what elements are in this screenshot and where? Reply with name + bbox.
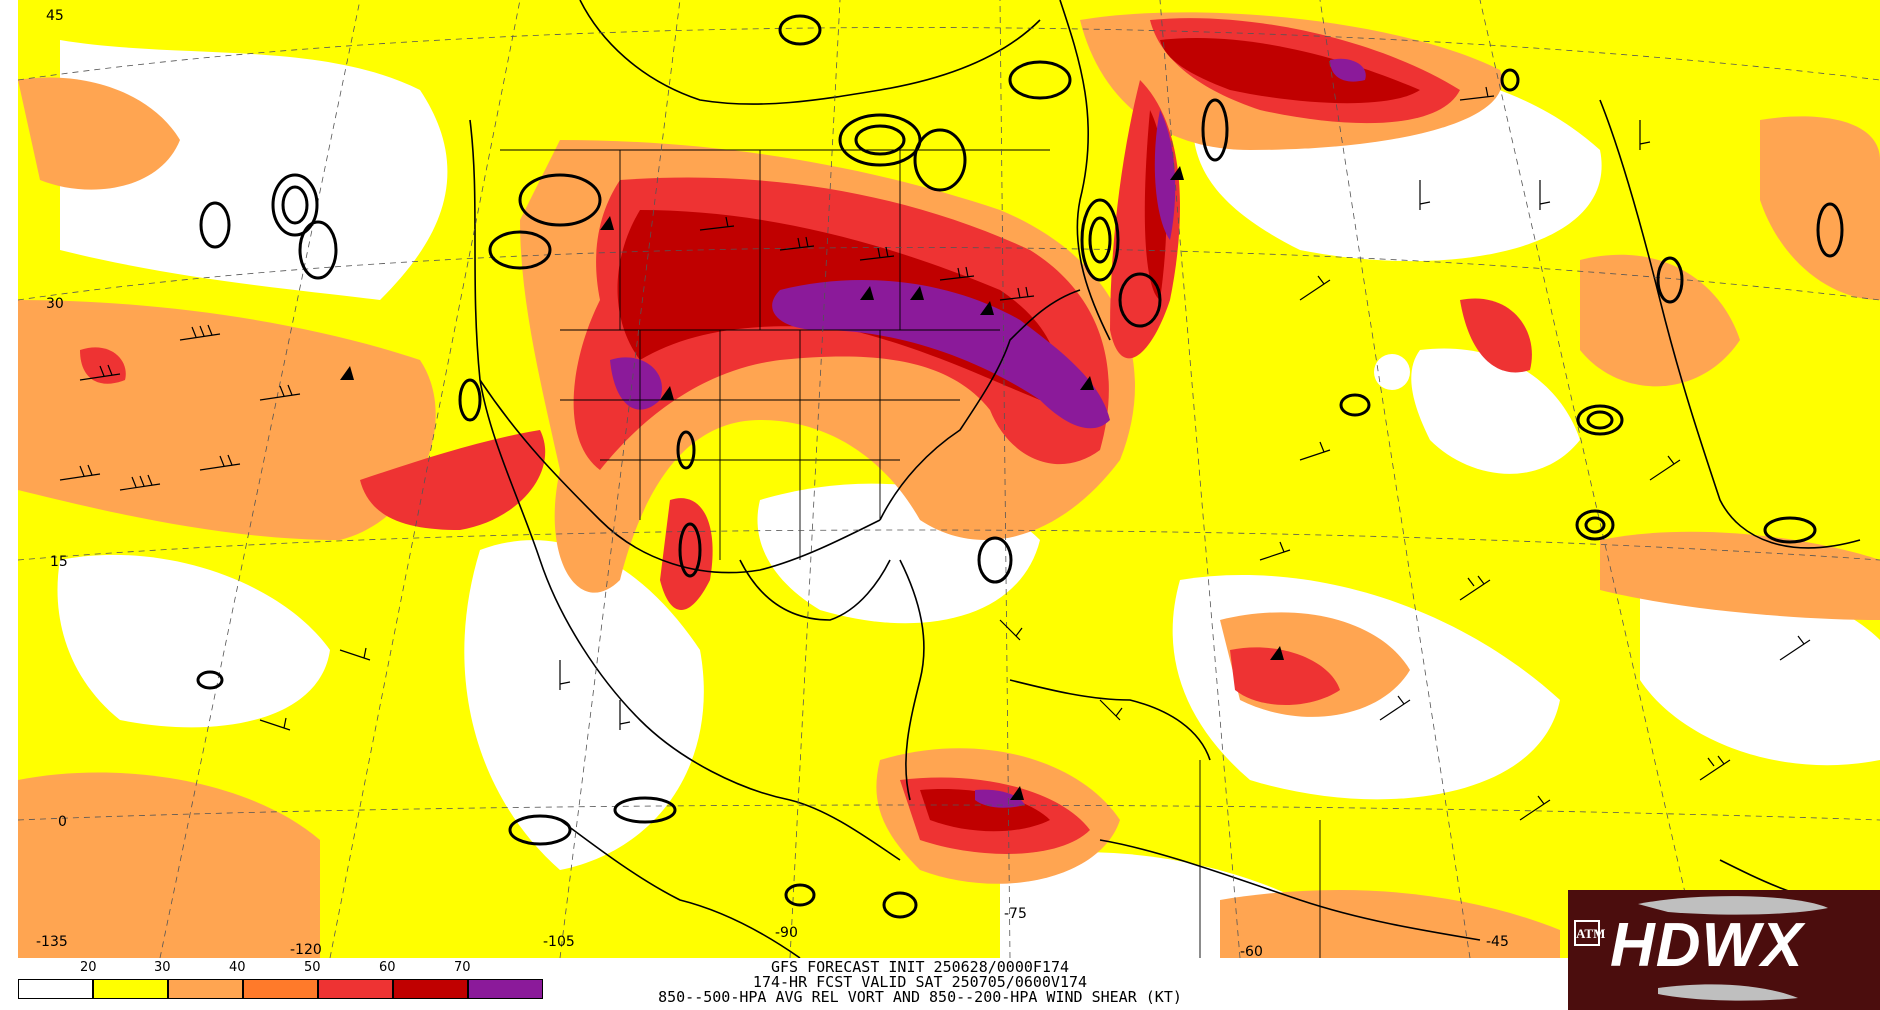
legend-label: 20 [80, 960, 97, 975]
legend-label: 30 [154, 960, 171, 975]
legend-label: 50 [304, 960, 321, 975]
lon-label: -105 [543, 934, 575, 950]
coastlines [469, 0, 1861, 958]
wind-barbs [59, 86, 1811, 821]
caption-fields: 850--500-HPA AVG REL VORT AND 850--200-H… [658, 988, 1182, 1006]
lon-label: -75 [1004, 906, 1027, 922]
legend-swatch [93, 979, 168, 999]
legend-swatch [393, 979, 468, 999]
lon-label: -90 [775, 925, 798, 941]
legend-swatch [468, 979, 543, 999]
extreme-shear-areas [610, 58, 1366, 808]
lon-label: -45 [1486, 934, 1509, 950]
product-caption: GFS FORECAST INIT 250628/0000F174 174-HR… [560, 960, 1280, 1005]
atm-logo-mark: ATM [1574, 920, 1605, 946]
wind-barb-flags [340, 166, 1284, 800]
tornado-swirl-icon [1638, 896, 1828, 1001]
legend-swatch [18, 979, 93, 999]
lat-label: 15 [50, 554, 68, 570]
lat-label: 45 [46, 8, 64, 24]
lon-label: -120 [290, 942, 322, 958]
shear-vorticity-map: 45 30 15 0 -135 -120 -105 -90 -75 -60 -4… [18, 0, 1880, 960]
hdwx-logo: ATM HDWX [1568, 890, 1880, 1010]
legend-swatch [243, 979, 318, 999]
lat-label: 0 [58, 814, 67, 830]
legend-swatch [318, 979, 393, 999]
lon-labels: -135 -120 -105 -90 -75 -60 -45 [36, 906, 1509, 960]
legend-label: 40 [229, 960, 246, 975]
legend-label: 60 [379, 960, 396, 975]
lon-label: -135 [36, 934, 68, 950]
lat-labels: 45 30 15 0 [46, 8, 68, 830]
vorticity-contours [196, 14, 1844, 919]
caption-valid: 174-HR FCST VALID SAT 250705/0600V174 [752, 973, 1088, 991]
legend-label: 70 [454, 960, 471, 975]
caption-init: GFS FORECAST INIT 250628/0000F174 [770, 958, 1069, 976]
lat-lon-grid [18, 0, 1880, 958]
state-borders [500, 149, 1321, 958]
lat-label: 30 [46, 296, 64, 312]
hdwx-wordmark: HDWX [1610, 911, 1804, 980]
lon-label: -60 [1240, 944, 1263, 960]
legend-swatch [168, 979, 243, 999]
color-legend: 20 30 40 50 60 70 [18, 958, 548, 1004]
